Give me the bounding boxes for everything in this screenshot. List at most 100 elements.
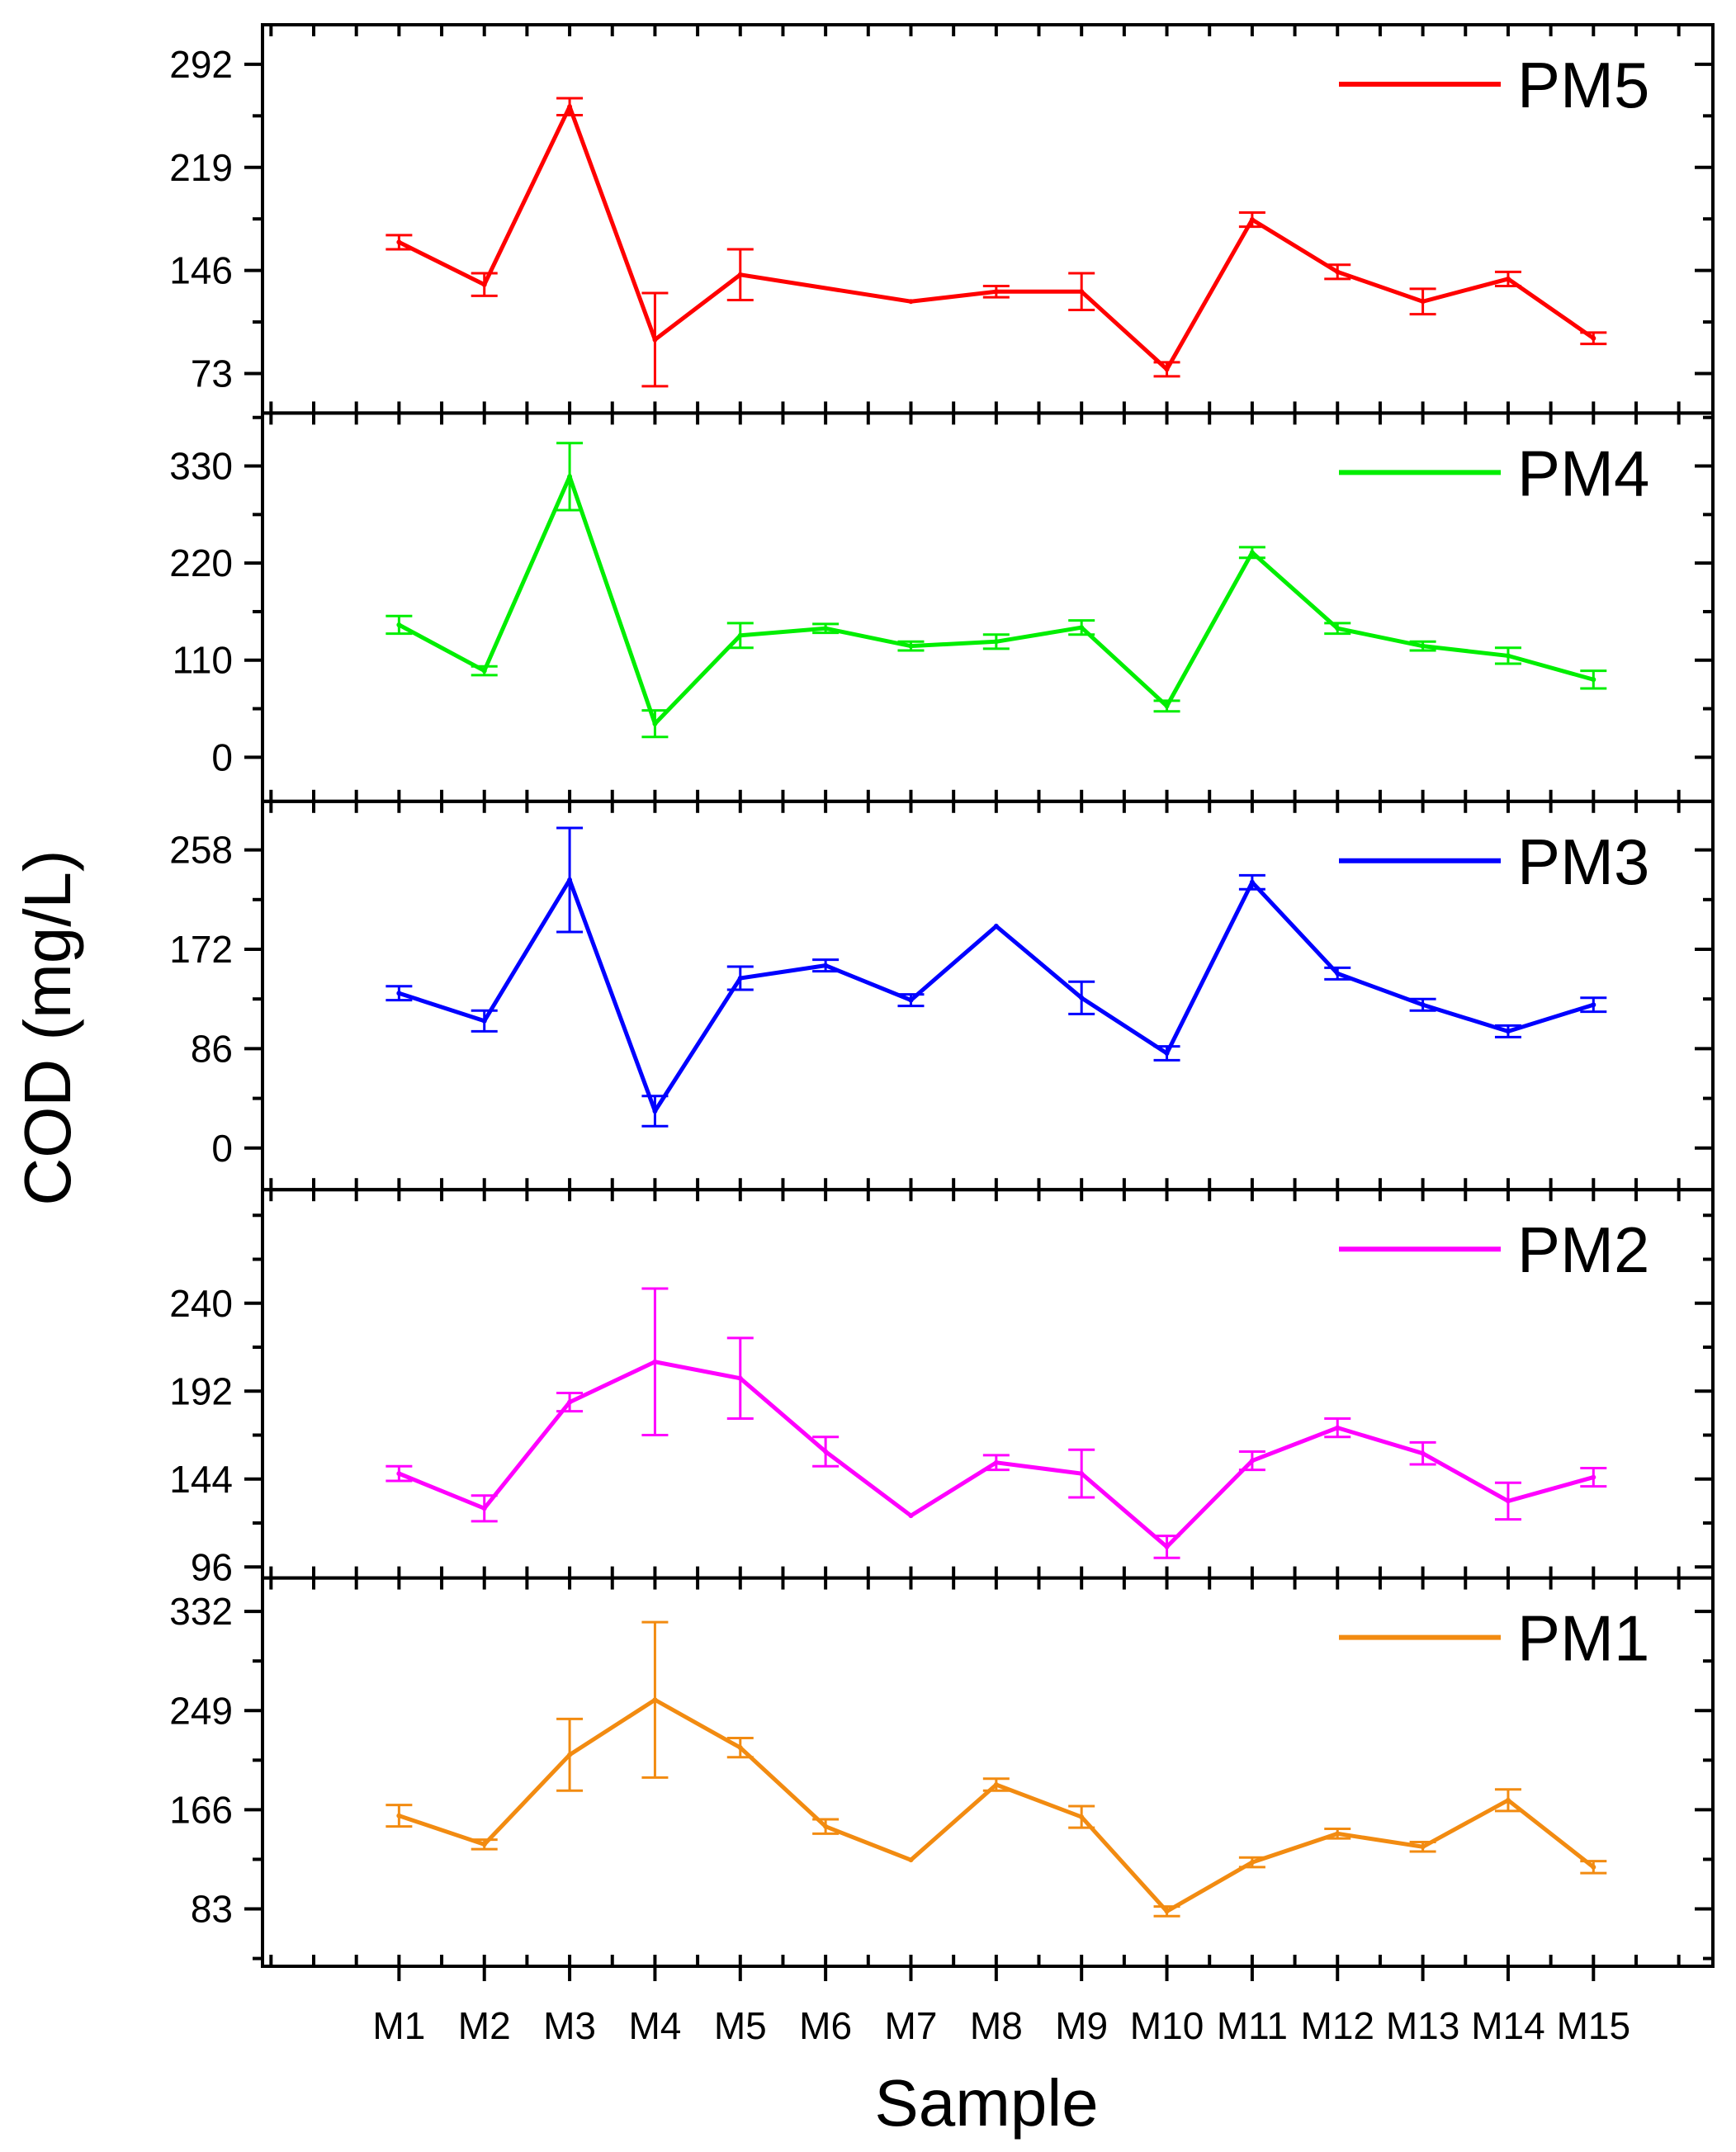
error-bar — [726, 965, 754, 991]
x-tick-label: M11 — [1217, 2004, 1288, 2047]
error-bar — [1409, 1440, 1436, 1466]
error-bar — [386, 1804, 413, 1828]
series-line-pm3 — [398, 875, 1595, 1116]
error-bar — [556, 1717, 584, 1792]
error-bar — [1580, 996, 1607, 1014]
error-bar — [1409, 1840, 1436, 1853]
error-bar — [1494, 270, 1521, 287]
panel-frame — [261, 1576, 1715, 1968]
error-bar — [1494, 646, 1521, 665]
y-tick-label: 96 — [191, 1545, 233, 1588]
error-bar — [726, 248, 754, 302]
y-tick-label: 0 — [211, 1127, 233, 1170]
y-tick-label: 220 — [169, 542, 233, 584]
error-bar — [471, 1494, 498, 1523]
error-bar — [471, 1838, 498, 1851]
error-bar — [1324, 263, 1351, 281]
error-bar — [1238, 873, 1265, 891]
x-tick-label: M9 — [1055, 2004, 1108, 2047]
error-bar — [812, 1818, 840, 1835]
error-bar — [386, 614, 413, 636]
error-bar — [641, 1620, 669, 1779]
error-bar — [641, 291, 669, 388]
y-tick-label: 172 — [169, 928, 233, 971]
error-bar — [982, 284, 1010, 299]
x-tick-label: M4 — [628, 2004, 681, 2047]
error-bar — [982, 1454, 1010, 1472]
y-tick-label: 73 — [191, 352, 233, 395]
error-bar — [556, 826, 584, 934]
y-tick-label: 146 — [169, 249, 233, 292]
error-bar — [1238, 1856, 1265, 1869]
y-tick-label: 258 — [169, 829, 233, 872]
x-tick-label: M7 — [885, 2004, 938, 2047]
error-bar — [982, 1777, 1010, 1792]
panel-pm1: 83 166 249 332 PM1 — [169, 1576, 1715, 1968]
y-tick-label: 144 — [169, 1458, 233, 1501]
error-bar — [1324, 1828, 1351, 1840]
series-line-pm4 — [398, 471, 1594, 728]
error-bar — [1580, 669, 1607, 690]
error-bar — [1494, 1481, 1521, 1521]
data-point — [993, 924, 999, 929]
error-bar — [1580, 1466, 1607, 1488]
error-bar — [1068, 272, 1095, 312]
y-tick-label: 86 — [191, 1027, 233, 1070]
panel-pm3: 0 86 172 258 PM3 — [169, 799, 1715, 1192]
legend-label: PM3 — [1517, 825, 1649, 898]
x-tick-label: M14 — [1471, 2004, 1544, 2047]
error-bar — [641, 1287, 669, 1437]
error-bar — [1153, 1045, 1180, 1062]
x-tick-label: M12 — [1301, 2004, 1374, 2047]
y-tick-label: 330 — [169, 445, 233, 488]
error-bar — [1494, 1024, 1521, 1038]
error-bar — [982, 633, 1010, 650]
panel-pm5: 73 146 219 292 PM5 — [169, 23, 1715, 415]
error-bar — [1068, 1804, 1095, 1829]
y-tick-label: 0 — [211, 735, 233, 778]
error-bar — [726, 1737, 754, 1759]
x-tick-label: M6 — [799, 2004, 852, 2047]
error-bar — [556, 97, 584, 116]
y-tick-label: 110 — [173, 639, 233, 682]
error-bar — [726, 1336, 754, 1421]
x-tick-label: M10 — [1130, 2004, 1204, 2047]
y-tick-label: 219 — [169, 146, 233, 189]
legend-label: PM2 — [1517, 1213, 1649, 1286]
x-axis-title: Sample — [874, 2066, 1098, 2140]
y-axis-title: COD (mg/L) — [11, 849, 84, 1205]
y-tick-label: 192 — [169, 1369, 233, 1412]
error-bar — [641, 709, 669, 739]
x-tick-label: M13 — [1386, 2004, 1459, 2047]
error-bar — [812, 1435, 840, 1468]
y-tick-label: 249 — [169, 1689, 233, 1732]
error-bar — [897, 640, 925, 652]
error-bar — [726, 622, 754, 650]
series-line-pm5 — [398, 101, 1595, 373]
data-point — [908, 299, 914, 305]
panel-pm4: 0 110 220 330 PM4 — [169, 411, 1715, 803]
error-bar — [1409, 997, 1436, 1012]
error-bar — [812, 958, 840, 973]
error-bar — [471, 1009, 498, 1033]
error-bar — [1238, 1450, 1265, 1472]
y-tick-label: 240 — [169, 1282, 233, 1325]
error-bar — [1580, 331, 1607, 346]
y-tick-label: 332 — [169, 1590, 233, 1633]
x-tick-label: M8 — [970, 2004, 1023, 2047]
error-bar — [386, 234, 413, 251]
panels-layer: 73 146 219 292 PM5 0 110 220 330 PM4 0 86 172 258 PM3 9… — [169, 23, 1715, 1968]
legend-label: PM1 — [1517, 1602, 1649, 1675]
error-bar — [471, 272, 498, 297]
error-bar — [556, 1391, 584, 1413]
error-bar — [812, 622, 840, 635]
x-tick-label: M5 — [714, 2004, 767, 2047]
error-bar — [897, 993, 925, 1008]
y-tick-label: 83 — [191, 1888, 233, 1931]
error-bar — [1238, 211, 1265, 229]
y-tick-label: 166 — [169, 1788, 233, 1831]
error-bar — [1324, 966, 1351, 981]
error-bar — [641, 1095, 669, 1128]
